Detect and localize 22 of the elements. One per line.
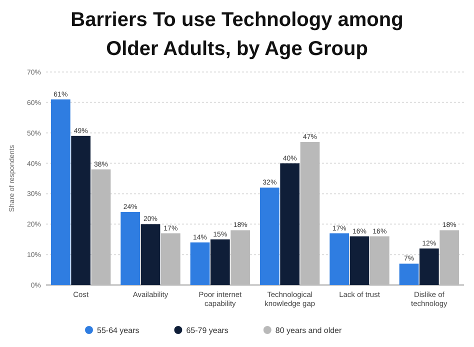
legend-label: 65-79 years	[186, 326, 228, 335]
bar	[120, 212, 140, 285]
bar	[440, 230, 460, 285]
bar	[280, 163, 300, 285]
bar	[140, 224, 160, 285]
bar	[91, 169, 111, 285]
bar	[190, 242, 210, 285]
chart-title: Barriers To use Technology among Older Adults, by Age Group	[70, 9, 404, 60]
bar	[230, 230, 250, 285]
bar	[210, 239, 230, 285]
legend-label: 80 years and older	[275, 326, 342, 335]
bar	[260, 188, 280, 285]
bar	[330, 233, 350, 285]
bar	[419, 248, 439, 285]
bar	[350, 236, 370, 285]
legend-label: 55-64 years	[97, 326, 140, 335]
bar	[71, 136, 91, 285]
bar	[300, 142, 320, 285]
bar	[50, 99, 70, 285]
bar	[160, 233, 180, 285]
bar	[370, 236, 390, 285]
bar	[399, 264, 419, 285]
